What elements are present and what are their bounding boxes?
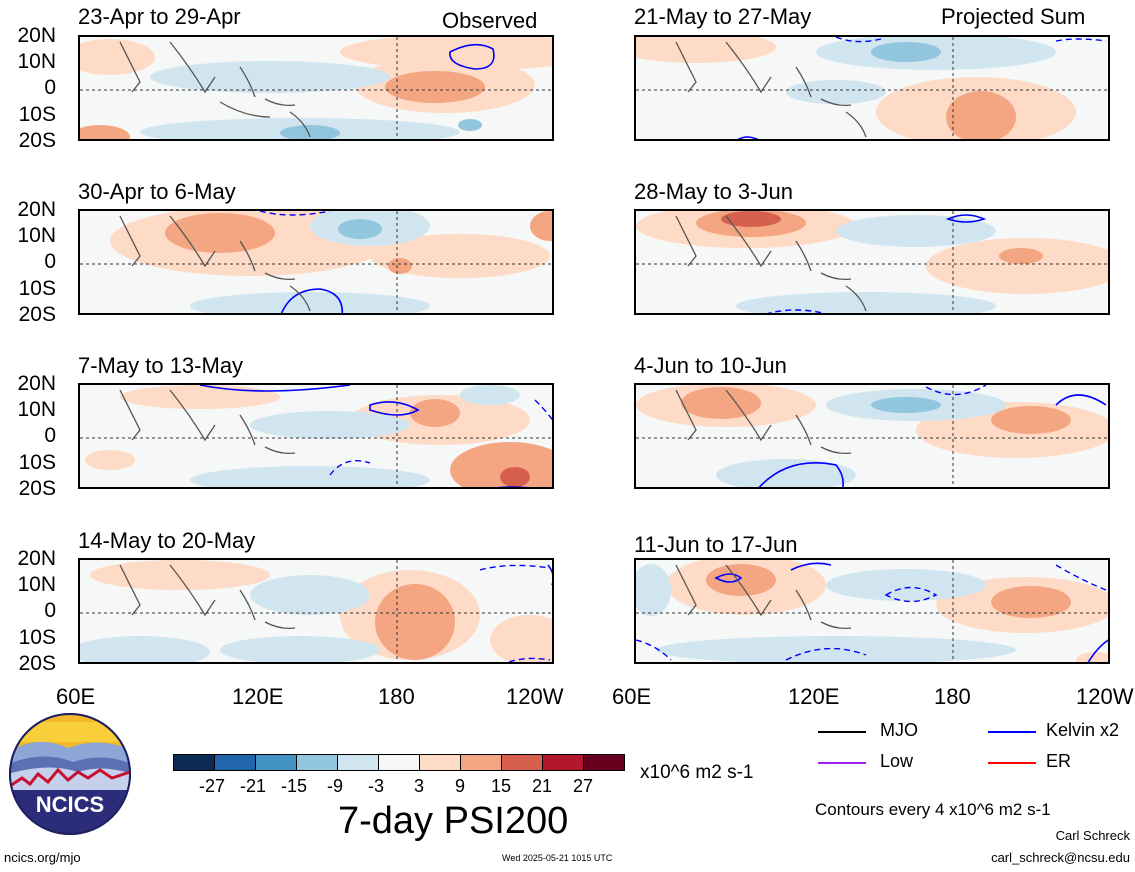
lat-label: 0 [44, 76, 56, 99]
colorbar-label: 15 [491, 776, 512, 796]
kelvin-legend-line [988, 731, 1036, 733]
lat-label: 10N [17, 224, 56, 247]
lon-label: 180 [934, 684, 971, 709]
panel-title-3: 7-May to 13-May [78, 353, 244, 378]
lon-label: 60E [612, 684, 652, 709]
colorbar-label: -9 [327, 776, 344, 796]
projected-sum-label: Projected Sum [941, 4, 1086, 29]
footer-url[interactable]: ncics.org/mjo [4, 850, 81, 865]
lat-label: 20S [18, 129, 56, 152]
footer-timestamp: Wed 2025-05-21 1015 UTC [502, 853, 613, 863]
colorbar-cell [173, 754, 215, 771]
lon-label: 120E [788, 684, 840, 709]
lon-label: 180 [378, 684, 415, 709]
panel-title-4: 14-May to 20-May [78, 528, 256, 553]
lat-label: 10N [17, 50, 56, 73]
footer-author: Carl Schreck [1055, 828, 1130, 843]
er-legend-label: ER [1046, 751, 1072, 771]
colorbar-label: 9 [455, 776, 466, 796]
lat-label: 20S [18, 477, 56, 500]
panel-title-2: 30-Apr to 6-May [78, 179, 236, 204]
lat-label: 20S [18, 303, 56, 326]
mjo-legend-line [818, 731, 866, 733]
map-panel-2 [78, 209, 554, 315]
lon-label: 120W [1076, 684, 1134, 709]
colorbar-cell [214, 754, 256, 771]
logo-text: NCICS [36, 792, 104, 817]
map-panel-4 [78, 558, 554, 664]
colorbar-cell [419, 754, 461, 771]
map-panel-6 [634, 209, 1110, 315]
colorbar-label: 3 [414, 776, 425, 796]
lat-label: 20N [17, 24, 56, 47]
lon-label: 120E [232, 684, 284, 709]
colorbar-label: -3 [368, 776, 385, 796]
lat-label: 0 [44, 599, 56, 622]
colorbar-cell [583, 754, 625, 771]
map-panel-1 [78, 35, 554, 141]
panel-title-8: 11-Jun to 17-Jun [634, 532, 798, 557]
colorbar-cell [255, 754, 297, 771]
colorbar-cell [296, 754, 338, 771]
colorbar-label: -21 [240, 776, 267, 796]
panel-title-6: 28-May to 3-Jun [634, 179, 793, 204]
low-legend-label: Low [880, 751, 914, 771]
map-panel-8 [634, 558, 1110, 664]
panel-title-7: 4-Jun to 10-Jun [634, 353, 787, 378]
lat-label: 20S [18, 652, 56, 675]
observed-label: Observed [442, 8, 538, 33]
colorbar-cell [501, 754, 543, 771]
colorbar-cell [460, 754, 502, 771]
lat-label: 20N [17, 547, 56, 570]
map-panel-7 [634, 383, 1110, 489]
lat-label: 10S [18, 277, 56, 300]
footer-email[interactable]: carl_schreck@ncsu.edu [991, 850, 1130, 865]
lat-label: 10N [17, 573, 56, 596]
lat-label: 10S [18, 451, 56, 474]
lon-label: 60E [56, 684, 96, 709]
map-panel-3 [78, 383, 554, 489]
colorbar-label: -15 [281, 776, 308, 796]
kelvin-legend-label: Kelvin x2 [1046, 720, 1120, 740]
lon-label: 120W [506, 684, 564, 709]
ncics-logo: NCICS [8, 712, 132, 836]
lat-label: 20N [17, 372, 56, 395]
map-panel-5 [634, 35, 1110, 141]
colorbar-label: 27 [573, 776, 594, 796]
colorbar-cell [542, 754, 584, 771]
low-legend-line [818, 762, 866, 764]
mjo-legend-label: MJO [880, 720, 918, 740]
colorbar-cell [378, 754, 420, 771]
lat-label: 20N [17, 198, 56, 221]
lat-label: 0 [44, 250, 56, 273]
contour-note: Contours every 4 x10^6 m2 s-1 [815, 800, 1051, 819]
lat-label: 10S [18, 103, 56, 126]
colorbar-cell [337, 754, 379, 771]
plot-title: 7-day PSI200 [338, 800, 569, 842]
colorbar-label: 21 [532, 776, 553, 796]
panel-title-1: 23-Apr to 29-Apr [78, 4, 241, 29]
colorbar-label: -27 [199, 776, 226, 796]
er-legend-line [988, 762, 1036, 764]
panel-title-5: 21-May to 27-May [634, 4, 812, 29]
lat-label: 10N [17, 398, 56, 421]
colorbar-units: x10^6 m2 s-1 [640, 762, 754, 783]
lat-label: 10S [18, 626, 56, 649]
lat-label: 0 [44, 424, 56, 447]
